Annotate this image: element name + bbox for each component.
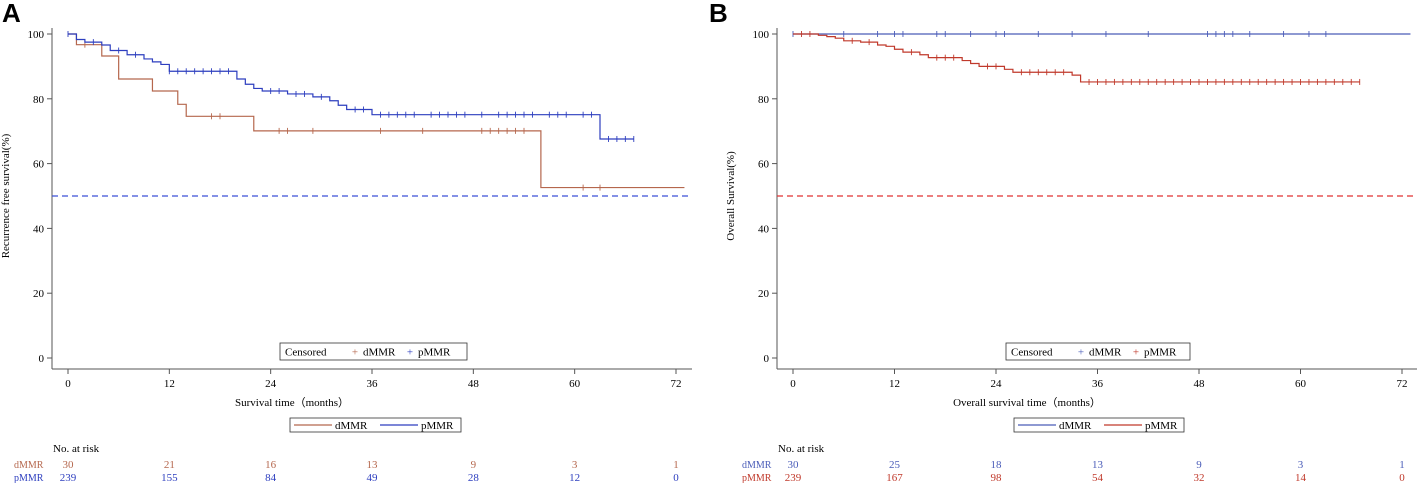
- risk-row-value: 9: [1196, 459, 1202, 471]
- risk-row-value: 30: [63, 459, 75, 471]
- x-axis-label: Overall survival time（months）: [953, 396, 1101, 409]
- x-tick-label: 0: [790, 378, 796, 390]
- series-line-dMMR: [68, 33, 685, 189]
- risk-row-value: 98: [991, 472, 1003, 483]
- y-tick-label: 0: [764, 353, 770, 365]
- line-legend-box: [289, 417, 462, 433]
- risk-row-value: 13: [1092, 459, 1104, 471]
- risk-row-label: dMMR: [742, 460, 772, 471]
- censor-legend-label: pMMR: [418, 347, 451, 359]
- risk-row-value: 16: [265, 459, 277, 471]
- y-tick-label: 0: [39, 353, 45, 365]
- risk-row-value: 54: [1092, 472, 1104, 483]
- risk-row-value: 0: [673, 472, 679, 483]
- y-tick-label: 80: [758, 94, 770, 106]
- x-tick-label: 24: [265, 378, 277, 390]
- series-line-pMMR: [793, 33, 1360, 83]
- risk-row-value: 239: [60, 472, 77, 483]
- x-tick-label: 12: [164, 378, 175, 390]
- risk-row-label: dMMR: [14, 460, 44, 471]
- x-tick-label: 48: [468, 378, 480, 390]
- risk-row-value: 12: [569, 472, 580, 483]
- censor-legend-label: dMMR: [1089, 347, 1122, 359]
- x-tick-label: 72: [671, 378, 682, 390]
- censor-legend-box: [279, 342, 468, 361]
- risk-row-value: 30: [788, 459, 800, 471]
- risk-row-value: 18: [991, 459, 1003, 471]
- x-tick-label: 12: [889, 378, 900, 390]
- y-tick-label: 40: [758, 223, 770, 235]
- risk-row-value: 25: [889, 459, 901, 471]
- censor-legend-box: [1005, 342, 1191, 361]
- x-tick-label: 60: [569, 378, 581, 390]
- risk-row-value: 3: [1298, 459, 1304, 471]
- y-tick-label: 100: [28, 29, 45, 41]
- line-legend-label: dMMR: [335, 420, 368, 432]
- censor-legend-marker: +: [352, 347, 358, 359]
- risk-row-value: 49: [367, 472, 379, 483]
- censor-legend-label: pMMR: [1144, 347, 1177, 359]
- risk-row-value: 167: [886, 472, 903, 483]
- risk-row-value: 239: [785, 472, 802, 483]
- y-tick-label: 40: [33, 223, 45, 235]
- risk-row-label: pMMR: [14, 473, 44, 483]
- risk-row-value: 155: [161, 472, 178, 483]
- risk-row-value: 28: [468, 472, 480, 483]
- censor-legend-title: Censored: [1011, 347, 1053, 359]
- censor-legend-marker: +: [1078, 347, 1084, 359]
- y-tick-label: 20: [758, 288, 770, 300]
- risk-row-value: 3: [572, 459, 578, 471]
- y-tick-label: 80: [33, 94, 45, 106]
- censor-legend-marker: +: [407, 347, 413, 359]
- panel-B: B 0 20 40 60 80 100 0 12 24 36 48 60 72 Overall surviv…: [709, 0, 1417, 484]
- risk-row-value: 1: [1399, 459, 1405, 471]
- series-line-pMMR: [68, 33, 634, 140]
- x-tick-label: 24: [991, 378, 1003, 390]
- y-tick-label: 20: [33, 288, 45, 300]
- risk-row-value: 32: [1194, 472, 1205, 483]
- risk-table-title: No. at risk: [778, 443, 825, 455]
- censor-legend-marker: +: [1133, 347, 1139, 359]
- y-tick-label: 100: [753, 29, 770, 41]
- x-axis-label: Survival time（months）: [235, 396, 349, 409]
- y-tick-label: 60: [758, 159, 770, 171]
- x-tick-label: 48: [1194, 378, 1206, 390]
- y-axis-label: Overall Survival(%): [725, 151, 737, 241]
- line-legend-box: [1013, 417, 1185, 433]
- x-tick-label: 0: [65, 378, 71, 390]
- panel-letter: B: [709, 0, 728, 28]
- risk-row-value: 84: [265, 472, 277, 483]
- x-tick-label: 60: [1295, 378, 1307, 390]
- panel-letter: A: [2, 0, 21, 28]
- line-legend-label: pMMR: [421, 420, 454, 432]
- risk-row-value: 13: [367, 459, 379, 471]
- x-tick-label: 72: [1397, 378, 1408, 390]
- x-tick-label: 36: [1092, 378, 1104, 390]
- risk-row-value: 1: [673, 459, 679, 471]
- risk-row-value: 9: [471, 459, 477, 471]
- risk-table-title: No. at risk: [53, 443, 100, 455]
- y-tick-label: 60: [33, 159, 45, 171]
- y-axis-label: Recurrence free survival(%): [0, 133, 12, 258]
- panel-A: A 0 20 40 60 80 100 0 12 24 36 48 60 72 Survival time（…: [0, 0, 692, 484]
- risk-row-value: 21: [164, 459, 175, 471]
- line-legend-label: dMMR: [1059, 420, 1092, 432]
- line-legend-label: pMMR: [1145, 420, 1178, 432]
- risk-row-value: 0: [1399, 472, 1405, 483]
- risk-row-value: 14: [1295, 472, 1307, 483]
- censor-legend-title: Censored: [285, 347, 327, 359]
- risk-row-label: pMMR: [742, 473, 772, 483]
- x-tick-label: 36: [367, 378, 379, 390]
- censor-legend-label: dMMR: [363, 347, 396, 359]
